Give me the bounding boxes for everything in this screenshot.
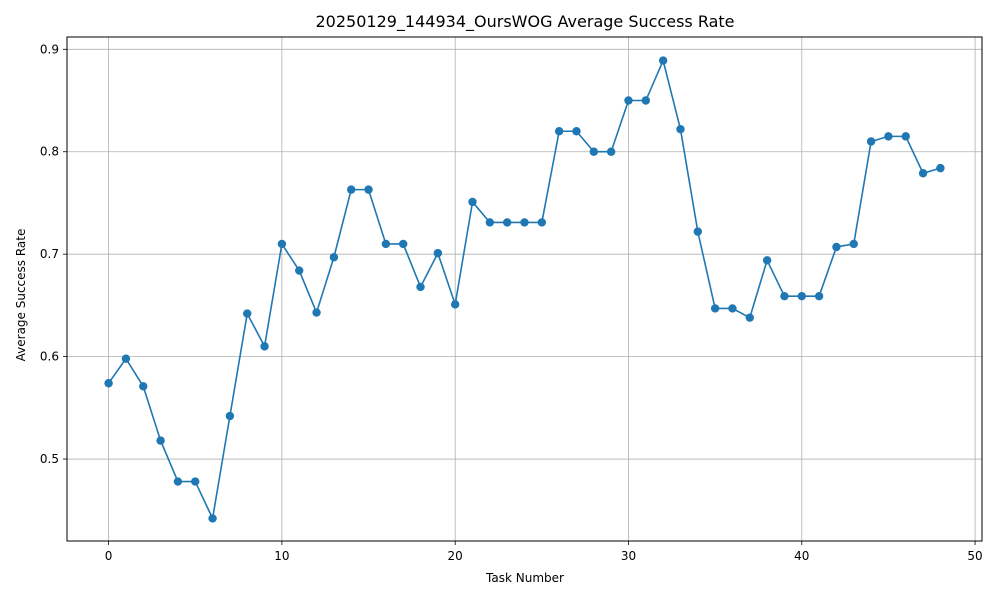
- data-point: [347, 185, 356, 194]
- data-point: [589, 147, 599, 156]
- data-point: [485, 218, 495, 227]
- data-point: [364, 185, 373, 194]
- data-point: [710, 304, 720, 313]
- x-axis: 0 10 20 30 40 50: [105, 541, 983, 563]
- series-line: [104, 56, 945, 523]
- data-point: [745, 313, 754, 322]
- data-point: [312, 308, 321, 317]
- y-tick-label: 0.9: [40, 42, 59, 56]
- x-tick-label: 20: [448, 549, 463, 563]
- y-tick-label: 0.8: [40, 145, 59, 159]
- data-point: [728, 304, 737, 313]
- data-point: [676, 124, 685, 134]
- data-point: [104, 379, 113, 388]
- grid: [67, 37, 982, 541]
- data-point: [520, 218, 529, 227]
- x-tick-label: 50: [967, 549, 982, 563]
- data-point: [295, 266, 304, 275]
- data-point: [225, 411, 235, 421]
- data-point: [849, 239, 858, 249]
- data-point: [329, 253, 339, 262]
- data-point: [173, 477, 183, 486]
- data-point: [814, 291, 824, 301]
- data-point: [416, 282, 425, 292]
- data-point: [277, 239, 287, 249]
- data-point: [381, 239, 391, 249]
- data-point: [243, 309, 252, 318]
- x-axis-label: Task Number: [485, 571, 564, 585]
- data-point: [797, 291, 806, 301]
- data-point: [624, 96, 633, 105]
- x-tick-label: 0: [105, 549, 113, 563]
- data-point: [606, 147, 616, 156]
- data-point: [156, 436, 165, 445]
- data-point: [884, 132, 893, 141]
- data-point: [537, 218, 547, 227]
- data-point: [121, 354, 131, 363]
- data-point: [762, 256, 772, 265]
- data-point: [936, 163, 945, 173]
- data-point: [641, 96, 651, 105]
- data-point: [554, 127, 564, 136]
- data-point: [572, 127, 581, 136]
- y-axis: 0.5 0.6 0.7 0.8 0.9: [40, 42, 67, 466]
- data-point: [260, 342, 269, 351]
- data-point: [918, 169, 928, 178]
- data-point: [832, 242, 841, 252]
- data-point: [433, 248, 443, 258]
- y-axis-label: Average Success Rate: [14, 229, 28, 362]
- y-tick-label: 0.6: [40, 350, 59, 364]
- data-point: [658, 56, 668, 65]
- data-point: [139, 382, 148, 391]
- data-point: [450, 300, 460, 309]
- data-point: [901, 132, 910, 141]
- data-point: [502, 218, 512, 227]
- data-point: [191, 477, 200, 486]
- y-tick-label: 0.5: [40, 452, 59, 466]
- data-point: [208, 514, 217, 523]
- y-tick-label: 0.7: [40, 247, 59, 261]
- data-point: [693, 227, 702, 236]
- data-point: [780, 291, 789, 301]
- chart-title: 20250129_144934_OursWOG Average Success …: [315, 12, 734, 32]
- data-point: [866, 137, 876, 146]
- plot-frame: [66, 36, 983, 542]
- x-tick-label: 30: [621, 549, 636, 563]
- series-path: [107, 58, 941, 522]
- x-tick-label: 10: [274, 549, 289, 563]
- data-point: [398, 239, 408, 249]
- x-tick-label: 40: [794, 549, 809, 563]
- data-point: [468, 197, 477, 207]
